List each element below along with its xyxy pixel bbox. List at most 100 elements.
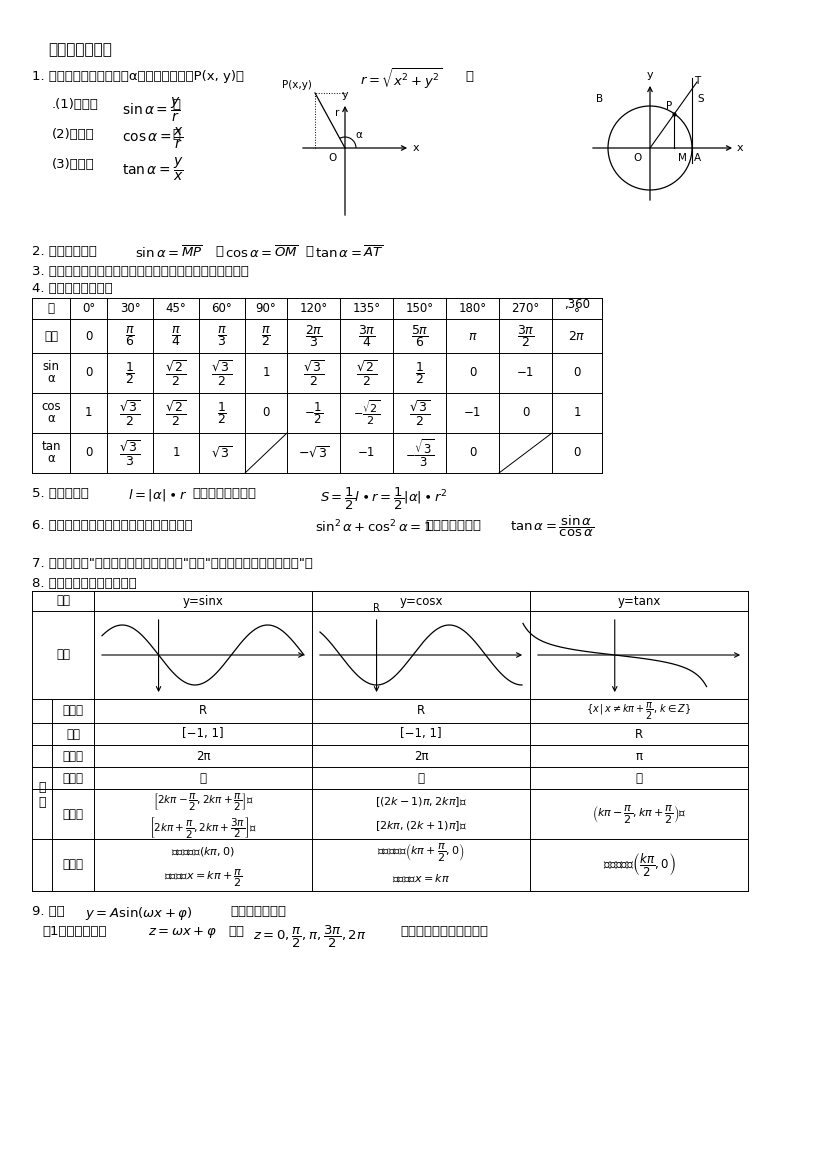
Text: $\sin\alpha = \overline{MP}$: $\sin\alpha = \overline{MP}$ <box>135 245 202 261</box>
Text: (2)余弦：: (2)余弦： <box>52 127 95 141</box>
Text: $\left(k\pi-\dfrac{\pi}{2},k\pi+\dfrac{\pi}{2}\right)$增: $\left(k\pi-\dfrac{\pi}{2},k\pi+\dfrac{\… <box>591 803 686 825</box>
Text: ，取: ，取 <box>228 925 244 938</box>
Text: 对称轴：$x=k\pi+\dfrac{\pi}{2}$: 对称轴：$x=k\pi+\dfrac{\pi}{2}$ <box>164 867 242 888</box>
Text: [−1, 1]: [−1, 1] <box>400 727 442 740</box>
Text: $\dfrac{1}{2}$: $\dfrac{1}{2}$ <box>415 360 425 386</box>
Text: sin: sin <box>42 360 59 374</box>
Text: R: R <box>635 727 643 740</box>
Text: M: M <box>678 153 687 162</box>
Text: 0: 0 <box>573 367 581 380</box>
Text: $\cos\alpha = \dfrac{x}{r}$: $\cos\alpha = \dfrac{x}{r}$ <box>122 126 184 151</box>
Text: 函数: 函数 <box>56 595 70 608</box>
Text: 对称轴：$x=k\pi$: 对称轴：$x=k\pi$ <box>392 872 450 884</box>
Text: $\dfrac{\pi}{4}$: $\dfrac{\pi}{4}$ <box>171 324 181 348</box>
Text: 对称中心：$(k\pi,0)$: 对称中心：$(k\pi,0)$ <box>171 845 235 858</box>
Text: α: α <box>47 452 55 465</box>
Text: $-\dfrac{1}{2}$: $-\dfrac{1}{2}$ <box>304 400 323 426</box>
Text: ；: ； <box>172 98 180 111</box>
Text: 0: 0 <box>263 407 269 420</box>
Text: $r = \sqrt{x^2 + y^2}$: $r = \sqrt{x^2 + y^2}$ <box>360 67 443 91</box>
Text: 0°: 0° <box>82 302 95 314</box>
Text: $\{x\,|\,x\neq k\pi+\dfrac{\pi}{2},\,k\in Z\}$: $\{x\,|\,x\neq k\pi+\dfrac{\pi}{2},\,k\i… <box>586 700 691 721</box>
Text: $\dfrac{3\pi}{2}$: $\dfrac{3\pi}{2}$ <box>517 323 534 350</box>
Text: $\dfrac{\pi}{6}$: $\dfrac{\pi}{6}$ <box>125 324 135 348</box>
Text: tan: tan <box>41 441 61 454</box>
Text: $z = \omega x + \varphi$: $z = \omega x + \varphi$ <box>148 925 217 940</box>
Text: $\dfrac{1}{2}$: $\dfrac{1}{2}$ <box>125 360 135 386</box>
Text: R: R <box>417 705 425 718</box>
Text: （1）五点法：令: （1）五点法：令 <box>42 925 107 938</box>
Text: π: π <box>635 749 643 762</box>
Text: $\sin\alpha = \dfrac{y}{r}$: $\sin\alpha = \dfrac{y}{r}$ <box>122 96 181 124</box>
Text: $\sin^2\alpha + \cos^2\alpha = 1$: $\sin^2\alpha + \cos^2\alpha = 1$ <box>315 519 433 535</box>
Text: $-\dfrac{\sqrt{2}}{2}$: $-\dfrac{\sqrt{2}}{2}$ <box>353 399 380 427</box>
Text: $\dfrac{2\pi}{3}$: $\dfrac{2\pi}{3}$ <box>305 323 322 350</box>
Text: 120°: 120° <box>299 302 328 314</box>
Text: °: ° <box>574 307 580 320</box>
Text: 2π: 2π <box>196 749 211 762</box>
Text: $-\sqrt{3}$: $-\sqrt{3}$ <box>297 445 330 461</box>
Text: $\dfrac{3\pi}{4}$: $\dfrac{3\pi}{4}$ <box>358 323 375 350</box>
Text: 0: 0 <box>469 447 476 459</box>
Text: α: α <box>355 130 362 140</box>
Text: 3. 三角函数符号口诀：一全正，二正弦，三正切，四余弦。: 3. 三角函数符号口诀：一全正，二正弦，三正切，四余弦。 <box>32 265 249 278</box>
Text: 偶: 偶 <box>417 772 425 784</box>
Text: 60°: 60° <box>211 302 232 314</box>
Text: O: O <box>329 153 337 162</box>
Text: −1: −1 <box>464 407 482 420</box>
Text: $\cos\alpha = \overline{OM}$: $\cos\alpha = \overline{OM}$ <box>225 245 298 261</box>
Text: .(1)正弦：: .(1)正弦： <box>52 98 99 111</box>
Text: y: y <box>647 70 653 79</box>
Text: $\pi$: $\pi$ <box>468 330 477 343</box>
Text: 1: 1 <box>262 367 270 380</box>
Text: $\dfrac{\pi}{3}$: $\dfrac{\pi}{3}$ <box>217 324 227 348</box>
Text: $\tan\alpha = \dfrac{y}{x}$: $\tan\alpha = \dfrac{y}{x}$ <box>122 155 183 184</box>
Text: $\dfrac{5\pi}{6}$: $\dfrac{5\pi}{6}$ <box>411 323 429 350</box>
Text: 对称中心：$\left(k\pi+\dfrac{\pi}{2},0\right)$: 对称中心：$\left(k\pi+\dfrac{\pi}{2},0\right)… <box>377 841 465 863</box>
Text: 1: 1 <box>573 407 581 420</box>
Text: 1: 1 <box>85 407 93 420</box>
Text: [−1, 1]: [−1, 1] <box>183 727 224 740</box>
Text: y: y <box>342 90 349 101</box>
Text: 150°: 150° <box>406 302 434 314</box>
Text: ,360: ,360 <box>564 298 590 311</box>
Text: 30°: 30° <box>120 302 140 314</box>
Text: P: P <box>666 101 672 111</box>
Text: O: O <box>634 153 642 162</box>
Text: 0: 0 <box>573 447 581 459</box>
Text: −1: −1 <box>517 367 534 380</box>
Text: 对称中心：$\left(\dfrac{k\pi}{2},0\right)$: 对称中心：$\left(\dfrac{k\pi}{2},0\right)$ <box>602 851 676 878</box>
Text: 单调性: 单调性 <box>63 808 83 821</box>
Text: 0: 0 <box>522 407 529 420</box>
Text: R: R <box>373 603 380 613</box>
Text: $l = |\alpha| \bullet r$: $l = |\alpha| \bullet r$ <box>128 487 188 503</box>
Text: ；: ； <box>172 127 180 141</box>
Text: x: x <box>737 143 743 153</box>
Text: ，: ， <box>305 245 313 258</box>
Text: y=tanx: y=tanx <box>617 595 661 608</box>
Text: 7. 诱导公式："纵变横不变，符号看象限"（或"奇变偶不变，符号看象限"）: 7. 诱导公式："纵变横不变，符号看象限"（或"奇变偶不变，符号看象限"） <box>32 556 313 570</box>
Text: ；；商数关系：: ；；商数关系： <box>425 519 481 532</box>
Text: $\dfrac{\sqrt{2}}{2}$: $\dfrac{\sqrt{2}}{2}$ <box>165 399 187 428</box>
Text: 0: 0 <box>85 447 93 459</box>
Text: α: α <box>47 373 55 386</box>
Text: 值域: 值域 <box>66 727 80 740</box>
Text: $S = \dfrac{1}{2}l \bullet r = \dfrac{1}{2}|\alpha| \bullet r^2$: $S = \dfrac{1}{2}l \bullet r = \dfrac{1}… <box>320 486 448 512</box>
Text: 周期性: 周期性 <box>63 749 83 762</box>
Text: (3)正切：: (3)正切： <box>52 158 95 171</box>
Text: 奇: 奇 <box>635 772 643 784</box>
Text: 135°: 135° <box>353 302 381 314</box>
Text: $z = 0, \dfrac{\pi}{2}, \pi, \dfrac{3\pi}{2}, 2\pi$: $z = 0, \dfrac{\pi}{2}, \pi, \dfrac{3\pi… <box>253 924 367 950</box>
Text: 180°: 180° <box>458 302 487 314</box>
Text: $[2k\pi,(2k+1)\pi]$减: $[2k\pi,(2k+1)\pi]$减 <box>375 819 467 832</box>
Text: $\dfrac{\sqrt{3}}{2}$: $\dfrac{\sqrt{3}}{2}$ <box>303 358 324 388</box>
Text: y=sinx: y=sinx <box>183 595 224 608</box>
Text: x: x <box>413 143 420 153</box>
Text: 6. 同角三角函数的根本关系式：平方关系：: 6. 同角三角函数的根本关系式：平方关系： <box>32 519 192 532</box>
Text: 45°: 45° <box>166 302 187 314</box>
Text: 90°: 90° <box>255 302 277 314</box>
Text: $[(2k-1)\pi,2k\pi]$增: $[(2k-1)\pi,2k\pi]$增 <box>375 795 467 809</box>
Text: 1. 三角函数定义：对于角α的终边上任一点P(x, y)，: 1. 三角函数定义：对于角α的终边上任一点P(x, y)， <box>32 70 244 83</box>
Text: 2. 三角函数线：: 2. 三角函数线： <box>32 245 97 258</box>
Text: $\sqrt{3}$: $\sqrt{3}$ <box>211 445 233 461</box>
